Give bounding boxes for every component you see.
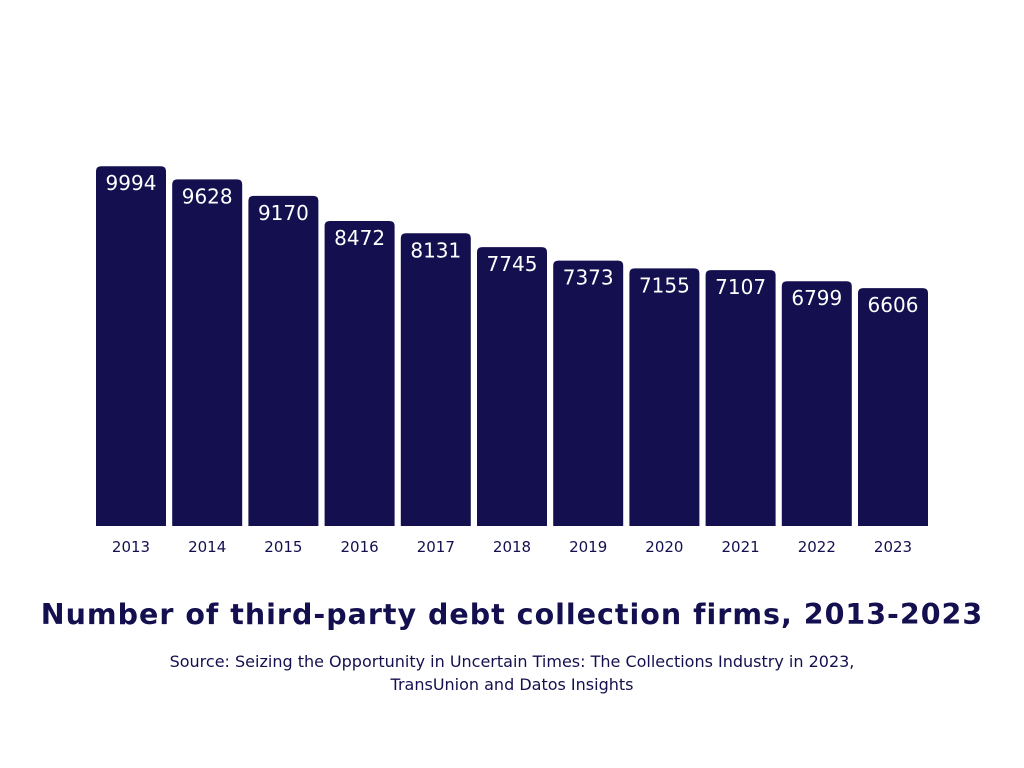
bar-2021 (705, 270, 776, 526)
bar-group-2014: 9628 2014 (172, 179, 243, 556)
bar-group-2016: 8472 2016 (324, 221, 395, 556)
bar-value-label-2018: 7745 (487, 252, 538, 276)
x-tick-label-2015: 2015 (264, 538, 302, 556)
bar-2018 (477, 247, 547, 526)
chart-area: 9994 2013 9628 2014 9170 2015 8472 2016 8131 2017… (96, 166, 928, 556)
bar-2013 (96, 166, 166, 526)
bar-group-2023: 6606 2023 (858, 288, 928, 556)
bar-2017 (400, 233, 471, 526)
bar-value-label-2015: 9170 (258, 201, 309, 225)
bar-2016 (324, 221, 395, 526)
bar-chart: 9994 2013 9628 2014 9170 2015 8472 2016 8131 2017… (96, 166, 928, 556)
x-tick-label-2023: 2023 (874, 538, 912, 556)
x-tick-label-2018: 2018 (493, 538, 531, 556)
bar-value-label-2022: 6799 (791, 286, 842, 310)
x-tick-label-2017: 2017 (417, 538, 455, 556)
bar-value-label-2017: 8131 (410, 238, 461, 262)
bar-value-label-2019: 7373 (563, 266, 614, 290)
bar-value-label-2014: 9628 (182, 184, 233, 208)
bar-group-2022: 6799 2022 (781, 281, 852, 556)
bar-value-label-2020: 7155 (639, 273, 690, 297)
chart-source: Source: Seizing the Opportunity in Uncer… (0, 650, 1024, 696)
source-line-2: TransUnion and Datos Insights (390, 675, 634, 694)
bar-group-2020: 7155 2020 (629, 268, 700, 556)
x-tick-label-2019: 2019 (569, 538, 607, 556)
bar-2023 (858, 288, 928, 526)
bar-group-2017: 8131 2017 (400, 233, 471, 556)
bar-2019 (553, 260, 624, 526)
bar-2014 (172, 179, 243, 526)
bar-value-label-2021: 7107 (715, 275, 766, 299)
bar-group-2019: 7373 2019 (553, 260, 624, 556)
bar-group-2015: 9170 2015 (248, 195, 319, 556)
bar-2022 (781, 281, 852, 526)
x-tick-label-2013: 2013 (112, 538, 150, 556)
x-tick-label-2020: 2020 (645, 538, 683, 556)
bar-group-2021: 7107 2021 (705, 270, 776, 556)
source-line-1: Source: Seizing the Opportunity in Uncer… (169, 652, 855, 671)
x-tick-label-2014: 2014 (188, 538, 226, 556)
bar-value-label-2023: 6606 (868, 293, 919, 317)
bar-value-label-2016: 8472 (334, 226, 385, 250)
bar-2015 (248, 195, 319, 526)
x-tick-label-2016: 2016 (341, 538, 379, 556)
bar-group-2013: 9994 2013 (96, 166, 166, 556)
bar-group-2018: 7745 2018 (477, 247, 547, 556)
bar-value-label-2013: 9994 (106, 171, 157, 195)
chart-title: Number of third-party debt collection fi… (40, 598, 984, 631)
x-tick-label-2021: 2021 (722, 538, 760, 556)
x-tick-label-2022: 2022 (798, 538, 836, 556)
bar-2020 (629, 268, 700, 526)
